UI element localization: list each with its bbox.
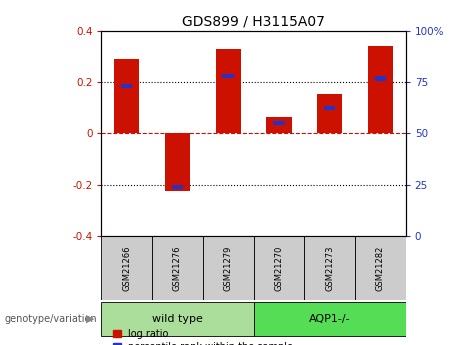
Bar — [114, 59, 140, 134]
Text: GSM21279: GSM21279 — [224, 245, 233, 290]
Bar — [368, 47, 393, 134]
Bar — [355, 236, 406, 300]
Bar — [223, 73, 234, 78]
Bar — [375, 76, 386, 81]
Bar — [317, 94, 342, 134]
Bar — [254, 236, 304, 300]
Text: GSM21276: GSM21276 — [173, 245, 182, 291]
Text: GSM21282: GSM21282 — [376, 245, 385, 290]
Title: GDS899 / H3115A07: GDS899 / H3115A07 — [182, 14, 325, 29]
Bar — [254, 302, 406, 336]
Bar — [324, 106, 335, 110]
Text: wild type: wild type — [152, 314, 203, 324]
Bar — [203, 236, 254, 300]
Bar — [304, 236, 355, 300]
Text: AQP1-/-: AQP1-/- — [309, 314, 350, 324]
Bar — [165, 134, 190, 191]
Bar — [216, 49, 241, 134]
Bar — [121, 84, 132, 88]
Legend: log ratio, percentile rank within the sample: log ratio, percentile rank within the sa… — [111, 327, 296, 345]
Bar — [152, 236, 203, 300]
Bar — [266, 117, 291, 134]
Text: GSM21266: GSM21266 — [122, 245, 131, 291]
Bar — [101, 236, 152, 300]
Bar — [172, 185, 183, 189]
Text: GSM21270: GSM21270 — [274, 245, 284, 290]
Text: ▶: ▶ — [86, 314, 95, 324]
Bar — [101, 302, 254, 336]
Text: genotype/variation: genotype/variation — [5, 314, 97, 324]
Bar — [273, 121, 284, 126]
Text: GSM21273: GSM21273 — [325, 245, 334, 291]
